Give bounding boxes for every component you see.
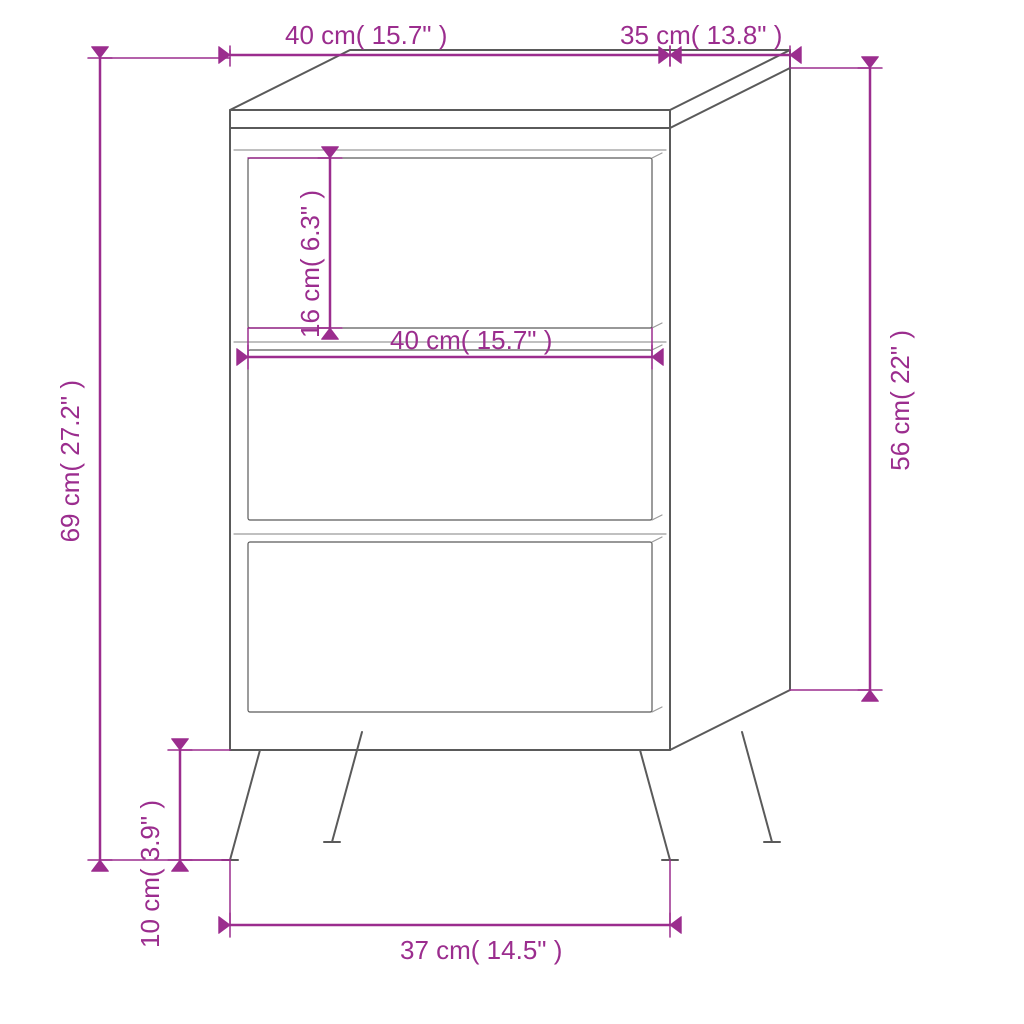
label-total-height: 69 cm( 27.2" ) <box>55 380 86 542</box>
label-leg-span: 37 cm( 14.5" ) <box>400 935 562 966</box>
label-drawer-height: 16 cm( 6.3" ) <box>295 190 326 338</box>
label-top-width: 40 cm( 15.7" ) <box>285 20 447 51</box>
label-drawer-width: 40 cm( 15.7" ) <box>390 325 552 356</box>
label-body-height: 56 cm( 22" ) <box>885 330 916 471</box>
label-leg-height: 10 cm( 3.9" ) <box>135 800 166 948</box>
label-top-depth: 35 cm( 13.8" ) <box>620 20 782 51</box>
